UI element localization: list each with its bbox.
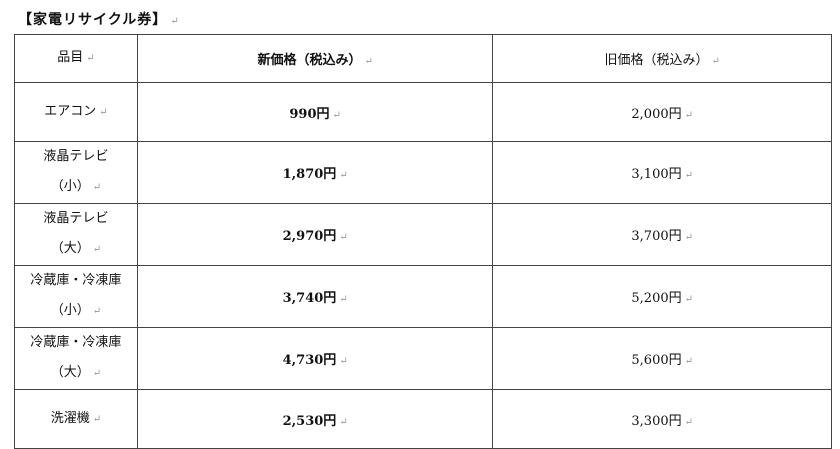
old-price-cell-text: 2,000円 [631,106,682,122]
paragraph-mark-icon [336,291,347,306]
item-cell: 液晶テレビ （小） [14,141,138,204]
old-price-cell-text: 3,100円 [631,167,682,182]
table-row: 液晶テレビ （大） 2,970円 3,700円 [14,203,832,266]
paragraph-mark-icon [682,107,693,122]
document-title: 【家電リサイクル券】 [18,9,180,29]
paragraph-mark-icon [336,167,347,182]
paragraph-mark-icon [83,50,94,65]
paragraph-mark-icon [330,107,341,122]
old-price-cell: 5,200円 [492,265,832,328]
paragraph-mark-icon [682,291,693,306]
item-cell-text: 液晶テレビ （小） [43,149,109,194]
header-item: 品目 [14,34,138,83]
new-price-cell: 1,870円 [136,141,494,204]
old-price-cell: 3,100円 [492,141,832,204]
header-new-price: 新価格（税込み） [136,34,494,83]
paragraph-mark-icon [90,411,101,426]
table-row: 液晶テレビ （小） 1,870円 3,100円 [14,141,832,204]
paragraph-mark-icon [90,303,101,318]
old-price-cell: 3,300円 [492,389,832,449]
paragraph-mark-icon [682,353,693,368]
new-price-cell: 2,970円 [136,203,494,266]
item-cell: 洗濯機 [14,389,138,449]
table-header-row: 品目 新価格（税込み） 旧価格（税込み） [14,34,832,83]
paragraph-mark-icon [167,12,179,28]
new-price-cell-text: 1,870円 [282,167,337,182]
paragraph-mark-icon [336,229,347,244]
new-price-cell-text: 3,740円 [282,291,337,306]
item-cell-text: 冷蔵庫・冷凍庫 （大） [30,335,122,380]
paragraph-mark-icon [336,353,347,368]
paragraph-mark-icon [709,53,720,68]
old-price-cell-text: 5,600円 [631,353,682,368]
new-price-cell-text: 990円 [289,106,330,122]
paragraph-mark-icon [90,365,101,380]
item-cell: 冷蔵庫・冷凍庫 （小） [14,265,138,328]
table-row: 洗濯機 2,530円 3,300円 [14,389,832,449]
header-item-label: 品目 [57,50,84,65]
item-cell: エアコン [14,82,138,142]
recycling-price-table: 品目 新価格（税込み） 旧価格（税込み） エアコン 990円 2,000円液晶テレビ… [14,34,832,449]
new-price-cell-text: 4,730円 [282,353,337,368]
item-cell: 冷蔵庫・冷凍庫 （大） [14,327,138,390]
header-new-price-label: 新価格（税込み） [257,53,362,68]
table-row: 冷蔵庫・冷凍庫 （大） 4,730円 5,600円 [14,327,832,390]
new-price-cell: 4,730円 [136,327,494,390]
table-row: 冷蔵庫・冷凍庫 （小） 3,740円 5,200円 [14,265,832,328]
paragraph-mark-icon [682,229,693,244]
paragraph-mark-icon [336,414,347,429]
paragraph-mark-icon [682,167,693,182]
old-price-cell-text: 3,700円 [631,229,682,244]
title-text: 【家電リサイクル券】 [18,12,168,28]
paragraph-mark-icon [361,53,372,68]
item-cell-text: 液晶テレビ （大） [43,211,109,256]
item-cell-text: 冷蔵庫・冷凍庫 （小） [30,273,122,318]
new-price-cell: 3,740円 [136,265,494,328]
new-price-cell-text: 2,970円 [282,229,337,244]
paragraph-mark-icon [90,179,101,194]
item-cell-text: 洗濯機 [50,410,90,426]
new-price-cell-text: 2,530円 [282,413,337,429]
paragraph-mark-icon [682,414,693,429]
new-price-cell: 990円 [136,82,494,142]
old-price-cell-text: 3,300円 [631,413,682,429]
old-price-cell: 3,700円 [492,203,832,266]
old-price-cell: 2,000円 [492,82,832,142]
header-old-price: 旧価格（税込み） [492,34,832,83]
table-row: エアコン 990円 2,000円 [14,82,832,142]
paragraph-mark-icon [96,104,107,119]
item-cell: 液晶テレビ （大） [14,203,138,266]
old-price-cell-text: 5,200円 [631,291,682,306]
header-old-price-label: 旧価格（税込み） [604,53,709,68]
new-price-cell: 2,530円 [136,389,494,449]
old-price-cell: 5,600円 [492,327,832,390]
paragraph-mark-icon [90,241,101,256]
item-cell-text: エアコン [44,103,97,119]
